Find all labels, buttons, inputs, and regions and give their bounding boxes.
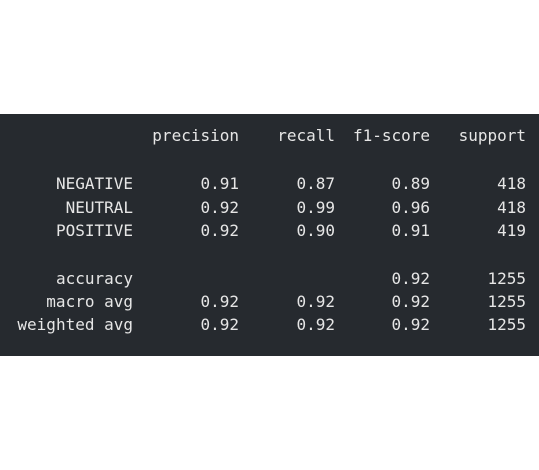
row-f1-score: 0.89 <box>391 174 430 193</box>
row-f1-score: 0.92 <box>391 269 430 288</box>
row-precision: 0.92 <box>200 221 239 240</box>
notebook-output-panel: precision recall f1-score support NEGATI… <box>0 114 539 356</box>
row-f1-score: 0.96 <box>391 198 430 217</box>
row-label: POSITIVE <box>55 221 133 240</box>
row-f1-score: 0.91 <box>391 221 430 240</box>
row-precision: 0.92 <box>200 315 239 334</box>
row-recall: 0.87 <box>296 174 335 193</box>
row-label: NEGATIVE <box>55 174 133 193</box>
report-row-negative: NEGATIVE 0.91 0.87 0.89 418 <box>0 173 539 195</box>
row-support: 419 <box>497 221 526 240</box>
row-f1-score: 0.92 <box>391 315 430 334</box>
header-recall: recall <box>277 126 335 145</box>
report-row-macro-avg: macro avg 0.92 0.92 0.92 1255 <box>0 291 539 313</box>
row-support: 418 <box>497 174 526 193</box>
row-recall: 0.92 <box>296 292 335 311</box>
row-precision: 0.92 <box>200 198 239 217</box>
report-row-positive: POSITIVE 0.92 0.90 0.91 419 <box>0 220 539 242</box>
header-f1-score: f1-score <box>352 126 430 145</box>
row-f1-score: 0.92 <box>391 292 430 311</box>
row-precision: 0.92 <box>200 292 239 311</box>
row-support: 1255 <box>487 315 526 334</box>
report-row-weighted-avg: weighted avg 0.92 0.92 0.92 1255 <box>0 314 539 336</box>
report-header-row: precision recall f1-score support <box>0 125 539 147</box>
row-support: 418 <box>497 198 526 217</box>
row-recall: 0.99 <box>296 198 335 217</box>
row-label: NEUTRAL <box>65 198 133 217</box>
header-support: support <box>458 126 526 145</box>
report-row-neutral: NEUTRAL 0.92 0.99 0.96 418 <box>0 197 539 219</box>
classification-report: precision recall f1-score support NEGATI… <box>0 114 539 356</box>
row-support: 1255 <box>487 292 526 311</box>
header-precision: precision <box>152 126 239 145</box>
row-support: 1255 <box>487 269 526 288</box>
row-label: weighted avg <box>17 315 133 334</box>
row-label: accuracy <box>55 269 133 288</box>
row-precision: 0.91 <box>200 174 239 193</box>
report-row-accuracy: accuracy 0.92 1255 <box>0 268 539 290</box>
row-recall: 0.90 <box>296 221 335 240</box>
row-recall: 0.92 <box>296 315 335 334</box>
row-label: macro avg <box>46 292 133 311</box>
